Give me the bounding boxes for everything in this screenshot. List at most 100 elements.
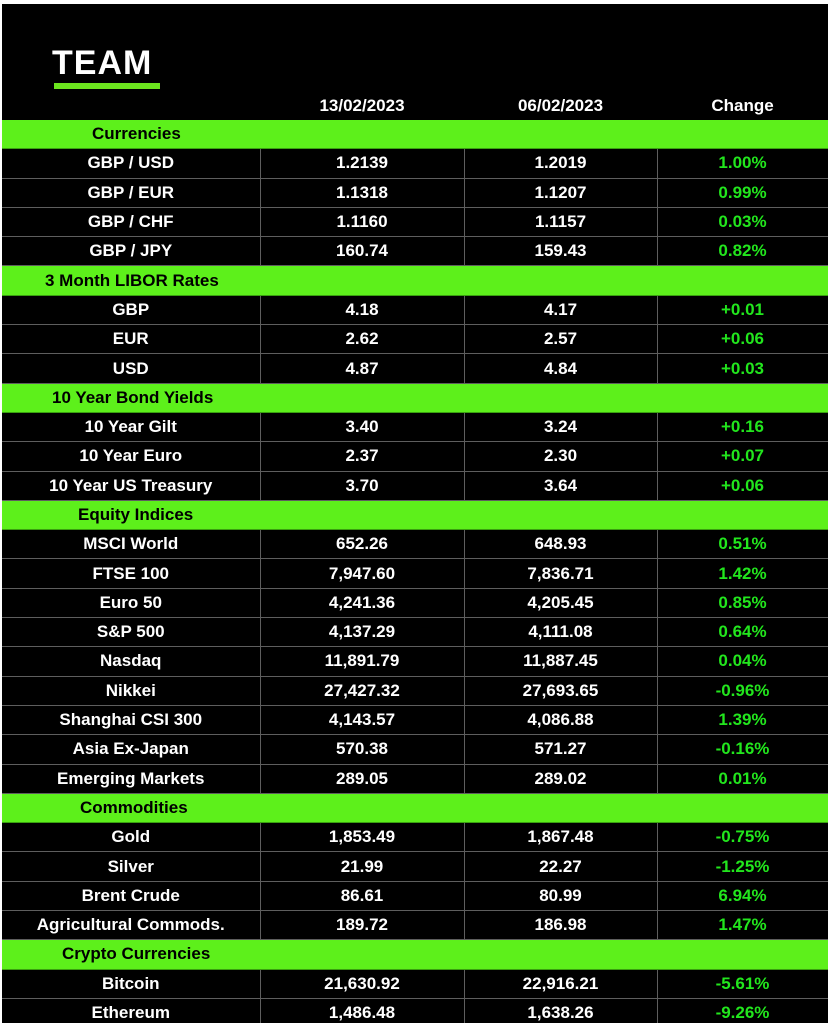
change-value: -9.26% xyxy=(657,998,828,1023)
instrument-name: USD xyxy=(2,353,261,384)
table-row: Asia Ex-Japan 570.38 571.27 -0.16% xyxy=(2,734,828,765)
section-fill-cell xyxy=(464,120,657,150)
change-value: 0.03% xyxy=(657,207,828,238)
header-row: 13/02/2023 06/02/2023 Change xyxy=(2,92,828,120)
current-value: 2.62 xyxy=(260,324,465,355)
previous-value: 4.17 xyxy=(464,295,658,326)
table-row: USD 4.87 4.84 +0.03 xyxy=(2,353,828,384)
section-fill-cell xyxy=(260,793,464,824)
previous-value: 1,867.48 xyxy=(464,822,658,853)
instrument-name: GBP / JPY xyxy=(2,236,261,267)
table-row: GBP / CHF 1.1160 1.1157 0.03% xyxy=(2,207,828,238)
current-value: 27,427.32 xyxy=(260,676,465,706)
table-row: Bitcoin 21,630.92 22,916.21 -5.61% xyxy=(2,969,828,999)
header-label-cell xyxy=(2,92,260,120)
instrument-name: Nikkei xyxy=(2,676,261,706)
section-header-row: Equity Indices xyxy=(2,500,828,531)
change-value: 1.42% xyxy=(657,558,828,589)
section-fill-cell xyxy=(260,939,464,970)
section-fill-cell xyxy=(657,500,828,531)
section-header-row: 10 Year Bond Yields xyxy=(2,383,828,413)
table-row: FTSE 100 7,947.60 7,836.71 1.42% xyxy=(2,558,828,589)
current-value: 160.74 xyxy=(260,236,465,267)
table-row: Silver 21.99 22.27 -1.25% xyxy=(2,851,828,882)
table-row: 10 Year Gilt 3.40 3.24 +0.16 xyxy=(2,412,828,443)
current-value: 289.05 xyxy=(260,764,465,794)
previous-value: 22,916.21 xyxy=(464,969,658,999)
change-value: 1.00% xyxy=(657,148,828,179)
instrument-name: GBP / USD xyxy=(2,148,261,179)
change-value: 0.82% xyxy=(657,236,828,267)
instrument-name: EUR xyxy=(2,324,261,355)
change-value: 6.94% xyxy=(657,881,828,912)
current-value: 4.18 xyxy=(260,295,465,326)
table-row: GBP / USD 1.2139 1.2019 1.00% xyxy=(2,148,828,179)
instrument-name: Ethereum xyxy=(2,998,261,1023)
instrument-name: Asia Ex-Japan xyxy=(2,734,261,765)
instrument-name: Silver xyxy=(2,851,261,882)
section-header-row: Currencies xyxy=(2,120,828,150)
current-value: 570.38 xyxy=(260,734,465,765)
table-row: EUR 2.62 2.57 +0.06 xyxy=(2,324,828,355)
section-header-row: Crypto Currencies xyxy=(2,939,828,970)
previous-value: 1.1207 xyxy=(464,178,658,208)
table-row: Brent Crude 86.61 80.99 6.94% xyxy=(2,881,828,912)
team-logo: TEAM xyxy=(52,42,164,92)
table-row: Shanghai CSI 300 4,143.57 4,086.88 1.39% xyxy=(2,705,828,736)
instrument-name: Emerging Markets xyxy=(2,764,261,794)
previous-value: 159.43 xyxy=(464,236,658,267)
current-value: 11,891.79 xyxy=(260,646,465,677)
previous-value: 1.1157 xyxy=(464,207,658,238)
change-value: +0.06 xyxy=(657,324,828,355)
section-fill-cell xyxy=(464,383,657,413)
previous-value: 1.2019 xyxy=(464,148,658,179)
section-fill-cell xyxy=(464,265,657,296)
previous-value: 4,111.08 xyxy=(464,617,658,648)
previous-value: 22.27 xyxy=(464,851,658,882)
instrument-name: Shanghai CSI 300 xyxy=(2,705,261,736)
section-title: Commodities xyxy=(2,793,260,824)
instrument-name: Bitcoin xyxy=(2,969,261,999)
previous-value: 3.64 xyxy=(464,471,658,501)
instrument-name: 10 Year Euro xyxy=(2,441,261,472)
instrument-name: Agricultural Commods. xyxy=(2,910,261,941)
previous-value: 4,086.88 xyxy=(464,705,658,736)
table-row: 10 Year Euro 2.37 2.30 +0.07 xyxy=(2,441,828,472)
section-fill-cell xyxy=(464,500,657,531)
instrument-name: MSCI World xyxy=(2,529,261,560)
current-value: 1,853.49 xyxy=(260,822,465,853)
change-value: -0.96% xyxy=(657,676,828,706)
change-value: +0.03 xyxy=(657,353,828,384)
previous-value: 186.98 xyxy=(464,910,658,941)
previous-value: 3.24 xyxy=(464,412,658,443)
section-fill-cell xyxy=(260,120,464,150)
current-value: 2.37 xyxy=(260,441,465,472)
change-value: -5.61% xyxy=(657,969,828,999)
change-value: 1.39% xyxy=(657,705,828,736)
change-value: 0.64% xyxy=(657,617,828,648)
change-value: 0.51% xyxy=(657,529,828,560)
change-value: -1.25% xyxy=(657,851,828,882)
section-title: Equity Indices xyxy=(2,500,260,531)
instrument-name: S&P 500 xyxy=(2,617,261,648)
logo-underline xyxy=(54,83,160,89)
table-row: Nasdaq 11,891.79 11,887.45 0.04% xyxy=(2,646,828,677)
table-row: S&P 500 4,137.29 4,111.08 0.64% xyxy=(2,617,828,648)
table-row: Agricultural Commods. 189.72 186.98 1.47% xyxy=(2,910,828,941)
section-title: Currencies xyxy=(2,120,260,150)
table-row: Euro 50 4,241.36 4,205.45 0.85% xyxy=(2,588,828,619)
table-row: 10 Year US Treasury 3.70 3.64 +0.06 xyxy=(2,471,828,501)
current-value: 4,137.29 xyxy=(260,617,465,648)
header-change: Change xyxy=(711,96,774,115)
section-header-row: Commodities xyxy=(2,793,828,824)
instrument-name: 10 Year Gilt xyxy=(2,412,261,443)
previous-value: 27,693.65 xyxy=(464,676,658,706)
market-summary-sheet: TEAM 13/02/2023 06/02/2023 Change Curren… xyxy=(2,4,828,1023)
table-row: Emerging Markets 289.05 289.02 0.01% xyxy=(2,764,828,794)
section-title: Crypto Currencies xyxy=(2,939,260,970)
header-previous-date: 06/02/2023 xyxy=(517,96,604,115)
table-row: Gold 1,853.49 1,867.48 -0.75% xyxy=(2,822,828,853)
table-row: GBP / JPY 160.74 159.43 0.82% xyxy=(2,236,828,267)
change-value: -0.16% xyxy=(657,734,828,765)
current-value: 86.61 xyxy=(260,881,465,912)
